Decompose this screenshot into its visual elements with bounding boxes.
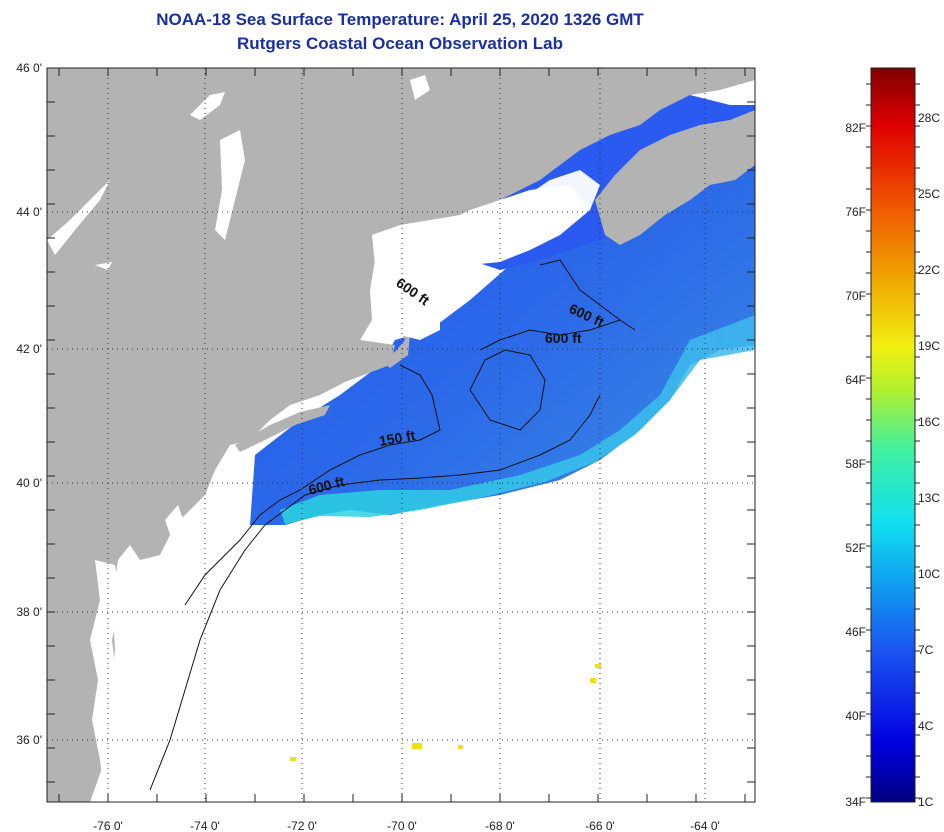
colorbar-f-label: 76F [845,205,866,219]
warm-pixel-patch [590,678,596,683]
graticule [47,68,755,802]
colorbar-c-label: 13C [918,491,940,505]
colorbar-c-label: 28C [918,111,940,125]
map-title: NOAA-18 Sea Surface Temperature: April 2… [156,10,644,29]
lat-label: 40 0' [16,476,42,490]
map-frame [46,67,756,803]
lon-label: -70 0' [387,819,417,832]
lon-label: -74 0' [190,819,220,832]
warm-pixel-patch [458,745,463,749]
axis-ticks [47,67,755,802]
land-nova-scotia [595,110,755,245]
colorbar-c-label: 25C [918,187,940,201]
land-long-island [235,405,330,452]
lake-patch [190,92,225,120]
land-mainland [47,68,755,802]
lat-label: 46 0' [16,61,42,75]
bay-delaware [165,505,185,540]
lat-label: 38 0' [16,605,42,619]
colorbar-c-label: 10C [918,567,940,581]
contour-600ft-shelf-break [149,394,601,791]
contour-150ft [184,364,441,606]
colorbar-c-label: 7C [918,643,934,657]
colorbar-c-label: 19C [918,339,940,353]
colorbar-f-label: 34F [845,795,866,809]
colorbar-c-label: 4C [918,719,934,733]
colorbar-f-label: 82F [845,121,866,135]
colorbar-f-label: 52F [845,541,866,555]
colorbar-f-label: 58F [845,457,866,471]
colorbar-c-label: 22C [918,263,940,277]
lat-label: 36 0' [16,733,42,747]
lon-label: -68 0' [485,819,515,832]
colorbar-gradient [870,67,916,803]
cloud-patch-bay-of-fundy [520,170,600,240]
colorbar-c-label: 1C [918,795,934,809]
map-subtitle: Rutgers Coastal Ocean Observation Lab [237,34,563,53]
colorbar-f-label: 40F [845,709,866,723]
lat-label: 42 0' [16,342,42,356]
lake-patch [47,180,110,255]
sst-warm-band [280,315,755,524]
warm-pixel-patch [412,743,422,749]
colorbar-f-label: 46F [845,625,866,639]
colorbar-c-label: 16C [918,415,940,429]
lake-patch [410,75,430,100]
contour-600ft-georges [479,259,636,351]
lon-label: -66 0' [585,819,615,832]
lon-label: -76 0' [93,819,123,832]
colorbar-f-label: 64F [845,373,866,387]
warm-pixel-patch [595,664,601,668]
warm-pixel-patch [290,757,296,761]
lat-label: 44 0' [16,205,42,219]
bay-chesapeake [90,560,120,802]
colorbar-f-label: 70F [845,289,866,303]
contour-label: 150 ft [378,427,417,449]
lon-label: -64 0' [690,819,720,832]
contour-label: 600 ft [545,330,582,346]
lon-label: -72 0' [287,819,317,832]
colorbar-ticks [866,83,920,799]
